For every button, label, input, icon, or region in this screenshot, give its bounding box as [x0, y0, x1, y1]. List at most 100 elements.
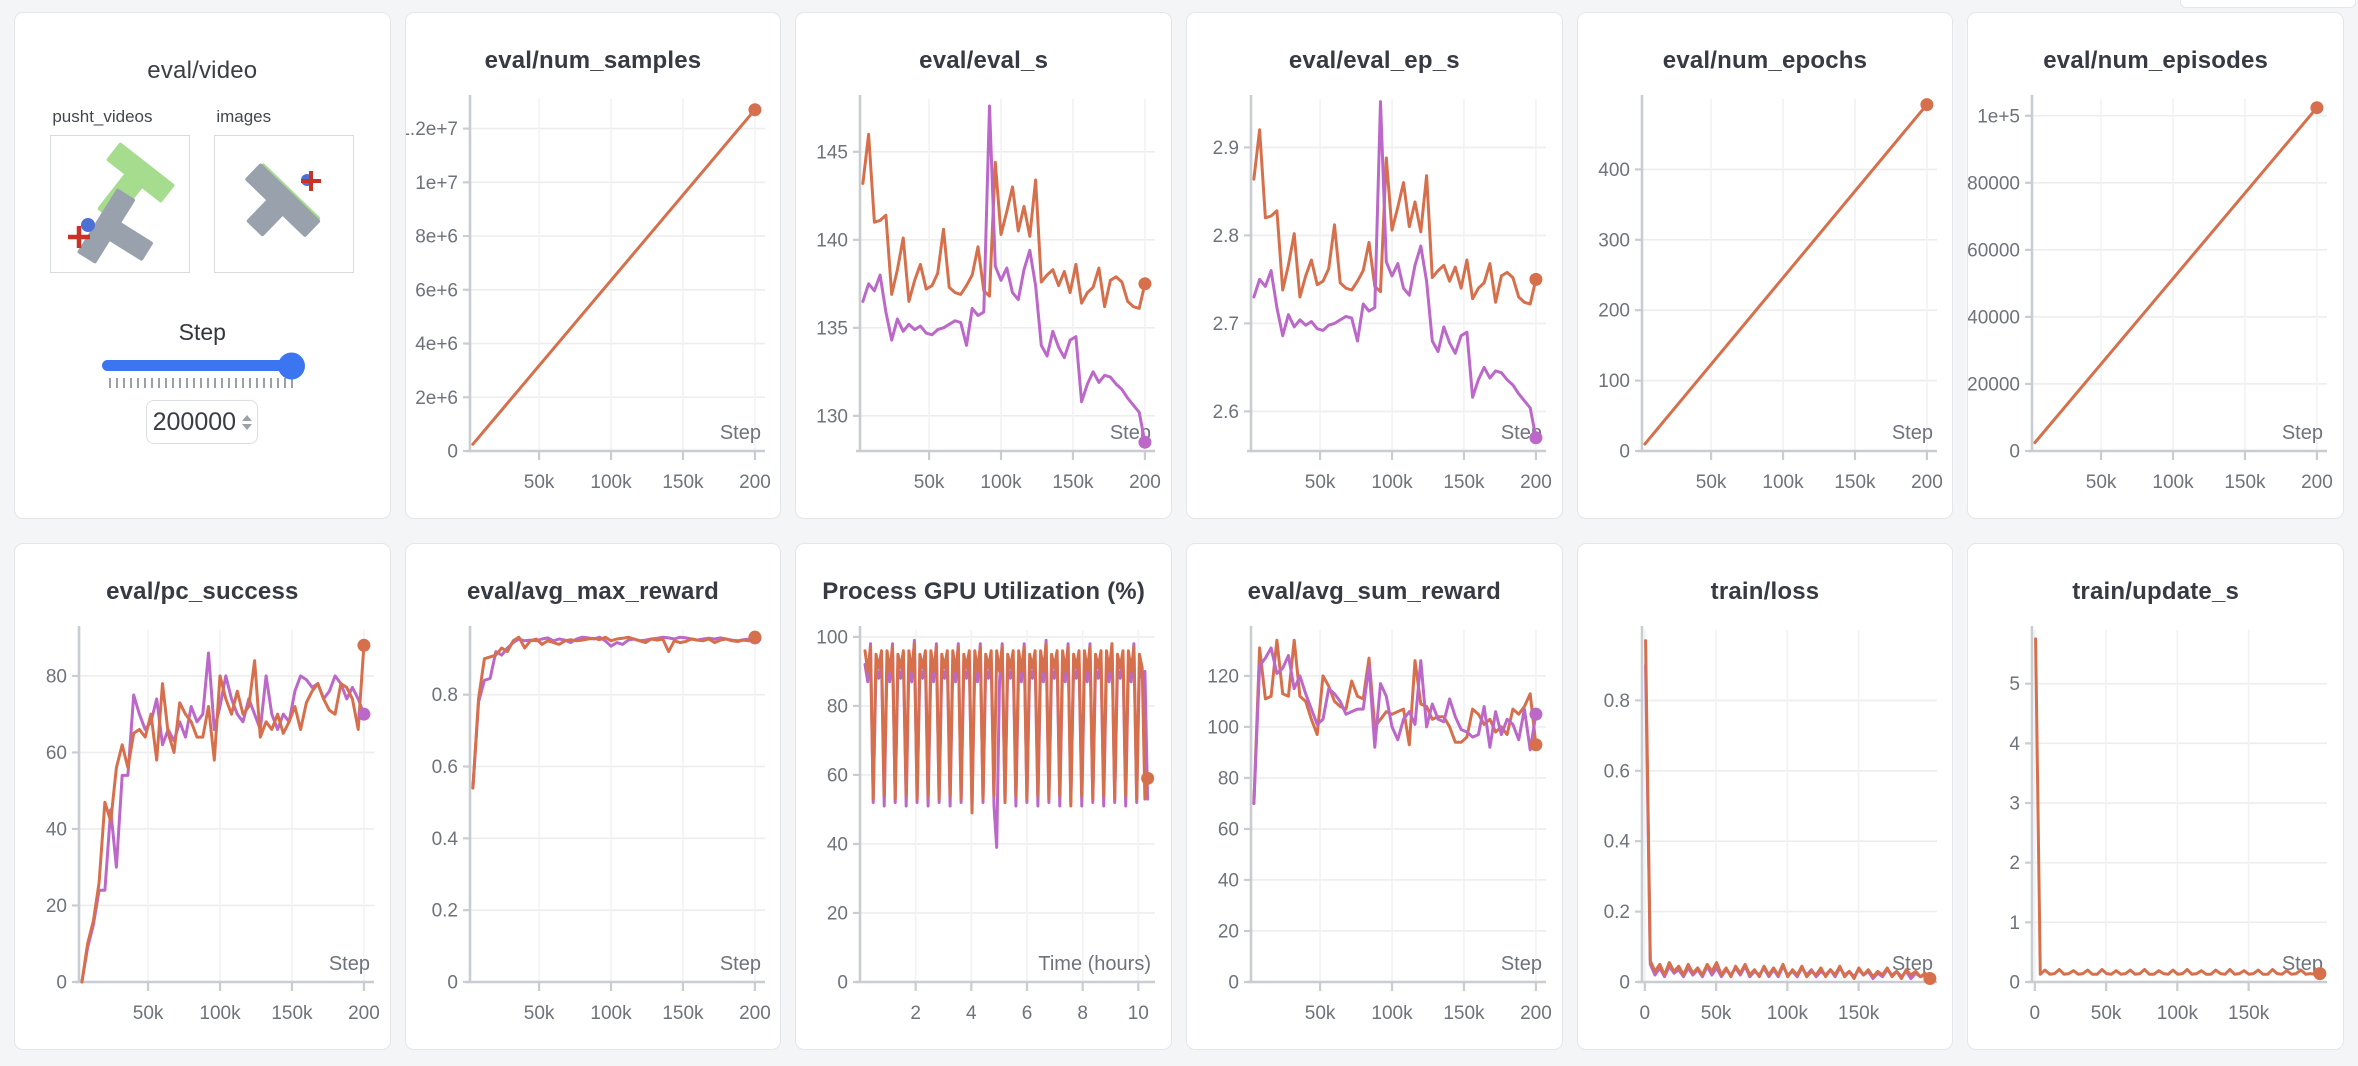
svg-text:4: 4	[2010, 734, 2021, 755]
chart-title: Process GPU Utilization (%)	[822, 578, 1146, 605]
svg-text:200: 200	[1129, 472, 1161, 493]
svg-text:10: 10	[1128, 1003, 1149, 1024]
step-slider-track[interactable]	[102, 352, 306, 379]
chart-canvas[interactable]: 0 20000 40000 60000 80000 1e+5 50k 100k 150k 200 S…	[1968, 85, 2343, 505]
svg-text:50k: 50k	[523, 1003, 554, 1024]
step-value[interactable]: 200000	[152, 407, 237, 436]
svg-text:100k: 100k	[1371, 472, 1413, 493]
svg-text:150k: 150k	[1834, 472, 1876, 493]
svg-text:50k: 50k	[1700, 1003, 1731, 1024]
svg-text:50k: 50k	[523, 472, 554, 493]
svg-text:50k: 50k	[2086, 472, 2117, 493]
svg-text:0.4: 0.4	[1603, 832, 1630, 853]
chart-canvas[interactable]: 0 0.2 0.4 0.6 0.8 50k 100k 150k 200 Step	[406, 616, 781, 1036]
svg-text:100k: 100k	[590, 1003, 632, 1024]
chart-canvas[interactable]: 130 135 140 145 50k 100k 150k 200 Step	[796, 85, 1171, 505]
chart-canvas[interactable]: 0 0.2 0.4 0.6 0.8 0 50k 100k 150k Step	[1578, 616, 1953, 1036]
svg-text:300: 300	[1598, 230, 1630, 251]
chart-canvas[interactable]: 0 2e+6 4e+6 6e+6 8e+6 1e+7 1.2e+7 50k 100k 150k 20…	[406, 85, 781, 505]
step-slider-ticks	[109, 378, 296, 388]
chart-canvas[interactable]: 0 20 40 60 80 100 2 4 6 8 10 Time (hours)	[796, 616, 1171, 1036]
video-thumbnail[interactable]	[50, 135, 191, 273]
pusht-scene-thumbnail	[68, 142, 175, 264]
chart-svg: 0 100 200 300 400 50k 100k 150k 200 Step	[1598, 95, 1943, 493]
svg-text:200: 200	[348, 1003, 380, 1024]
svg-text:8: 8	[1078, 1003, 1089, 1024]
step-slider[interactable]	[102, 352, 306, 379]
svg-text:150k: 150k	[662, 1003, 704, 1024]
panel-eval-pc_success: eval/pc_success 0 20 40 60 80 50k 100k 150k 200 S…	[14, 543, 391, 1050]
step-slider-thumb[interactable]	[278, 352, 306, 379]
image-thumbnail[interactable]	[214, 135, 355, 273]
panel-eval-num_episodes: eval/num_episodes 0 20000 40000 60000 80000 1…	[1967, 12, 2344, 519]
panel-eval-eval_s: eval/eval_s 130 135 140 145 50k 100k 150k 200 St…	[795, 12, 1172, 519]
chart-svg: 0 20 40 60 80 100 120 50k 100k 150k 200 Step	[1207, 626, 1552, 1024]
t-shape-gray	[245, 163, 321, 237]
svg-text:2: 2	[2010, 853, 2021, 874]
chart-svg: 0 20000 40000 60000 80000 1e+5 50k 100k 150k 200 S…	[1968, 95, 2333, 493]
svg-text:20: 20	[1218, 921, 1239, 942]
media-thumbnails: pusht_videos	[15, 107, 390, 273]
svg-text:0: 0	[2030, 1003, 2041, 1024]
svg-text:0: 0	[2010, 442, 2021, 463]
media-label: images	[216, 107, 272, 126]
svg-text:0.2: 0.2	[431, 901, 457, 922]
svg-text:0: 0	[1639, 1003, 1650, 1024]
svg-text:40000: 40000	[1968, 307, 2020, 328]
chart-title: eval/num_samples	[484, 47, 702, 74]
svg-text:50k: 50k	[914, 472, 945, 493]
svg-text:100k: 100k	[981, 472, 1023, 493]
svg-text:150k: 150k	[271, 1003, 313, 1024]
chart-canvas[interactable]: 0 1 2 3 4 5 0 50k 100k 150k Step	[1968, 616, 2343, 1036]
svg-text:140: 140	[817, 230, 849, 251]
svg-text:0: 0	[2010, 973, 2021, 994]
svg-text:0.2: 0.2	[1603, 902, 1629, 923]
chart-svg: 0 0.2 0.4 0.6 0.8 50k 100k 150k 200 Step	[431, 626, 770, 1024]
stepper-down-icon[interactable]	[242, 423, 253, 430]
svg-text:100k: 100k	[1371, 1003, 1413, 1024]
step-value-input[interactable]: 200000	[146, 400, 259, 444]
svg-text:2e+6: 2e+6	[415, 388, 458, 409]
svg-text:0: 0	[56, 973, 67, 994]
svg-text:50k: 50k	[1305, 472, 1336, 493]
stepper-up-icon[interactable]	[242, 414, 253, 421]
svg-text:200: 200	[1520, 1003, 1552, 1024]
svg-text:5: 5	[2010, 674, 2021, 695]
svg-text:Step: Step	[1892, 422, 1933, 444]
svg-text:150k: 150k	[1053, 472, 1095, 493]
svg-text:150k: 150k	[2225, 472, 2267, 493]
svg-text:200: 200	[2301, 472, 2333, 493]
chart-canvas[interactable]: 0 20 40 60 80 100 120 50k 100k 150k 200 Step	[1187, 616, 1562, 1036]
chart-title: eval/pc_success	[106, 578, 299, 605]
svg-text:1e+7: 1e+7	[415, 173, 458, 194]
svg-text:100k: 100k	[590, 472, 632, 493]
svg-text:Step: Step	[720, 422, 761, 444]
svg-text:50k: 50k	[1305, 1003, 1336, 1024]
panel-eval-video: eval/video pusht_videos	[14, 12, 391, 519]
svg-text:Step: Step	[2282, 422, 2323, 444]
chart-canvas[interactable]: 0 100 200 300 400 50k 100k 150k 200 Step	[1578, 85, 1953, 505]
svg-text:50k: 50k	[1695, 472, 1726, 493]
chart-canvas[interactable]: 2.6 2.7 2.8 2.9 50k 100k 150k 200 Step	[1187, 85, 1562, 505]
svg-text:100: 100	[1207, 717, 1239, 738]
svg-text:0.6: 0.6	[1603, 761, 1629, 782]
chart-svg: 0 2e+6 4e+6 6e+6 8e+6 1e+7 1.2e+7 50k 100k 150k 20…	[406, 95, 770, 493]
panel-process-gpu-utilization: Process GPU Utilization (%) 0 20 40 60 80 100…	[795, 543, 1172, 1050]
agent-dot	[81, 218, 96, 232]
svg-text:20: 20	[827, 903, 848, 924]
svg-text:3: 3	[2010, 794, 2021, 815]
svg-text:4: 4	[966, 1003, 977, 1024]
svg-text:Step: Step	[1892, 953, 1933, 975]
svg-text:2.9: 2.9	[1213, 138, 1239, 159]
svg-text:60000: 60000	[1968, 240, 2020, 261]
chart-title: train/loss	[1710, 578, 1820, 605]
chart-canvas[interactable]: 0 20 40 60 80 50k 100k 150k 200 Step	[15, 616, 390, 1036]
svg-text:60: 60	[1218, 819, 1239, 840]
svg-text:0: 0	[1619, 442, 1630, 463]
svg-text:100k: 100k	[2153, 472, 2195, 493]
svg-text:145: 145	[817, 142, 849, 163]
svg-text:200: 200	[1911, 472, 1943, 493]
media-item-images: images	[214, 107, 355, 273]
svg-text:40: 40	[1218, 870, 1239, 891]
